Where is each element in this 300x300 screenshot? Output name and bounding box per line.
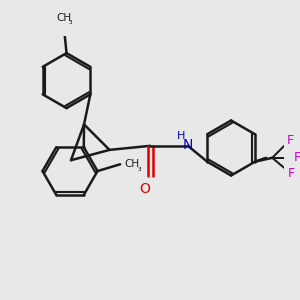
Text: F: F <box>286 134 294 146</box>
Text: F: F <box>288 167 295 181</box>
Text: O: O <box>139 182 150 196</box>
Text: CH: CH <box>56 14 72 23</box>
Text: CH: CH <box>124 159 139 169</box>
Text: N: N <box>183 138 193 152</box>
Text: F: F <box>294 151 300 164</box>
Text: ₃: ₃ <box>68 17 72 26</box>
Text: H: H <box>177 130 185 141</box>
Text: ₃: ₃ <box>137 164 141 173</box>
